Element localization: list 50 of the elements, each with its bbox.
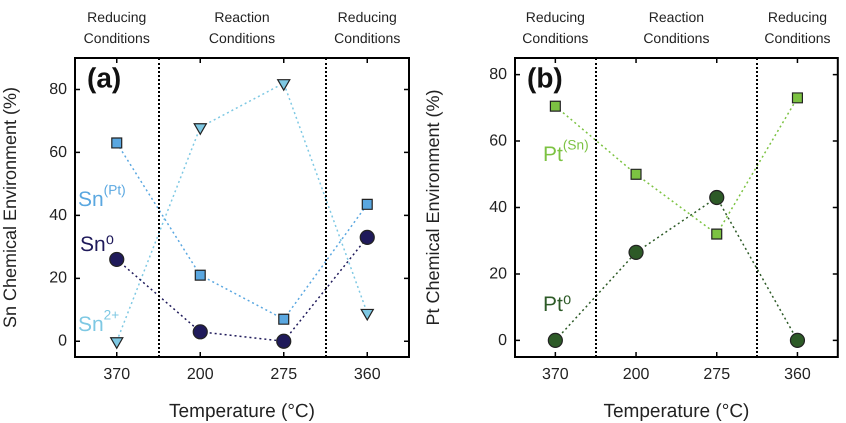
x-axis-title: Temperature (°C): [169, 400, 315, 422]
point: [550, 100, 561, 112]
point: [709, 190, 724, 206]
y-tick-label: 60: [489, 132, 508, 150]
point: [792, 92, 803, 104]
chart-title: (a): [87, 62, 122, 94]
point: [711, 228, 722, 240]
point: [628, 244, 644, 260]
point: [548, 332, 563, 348]
y-axis-title: Sn Chemical Environment (%): [0, 86, 20, 328]
x-tick-label: 275: [270, 366, 298, 384]
x-tick-label: 370: [103, 366, 130, 384]
x-tick-label: 275: [703, 366, 730, 384]
point: [194, 123, 207, 135]
point: [278, 314, 290, 325]
point: [277, 79, 290, 91]
text: Reducing Conditions: [522, 9, 588, 46]
point: [362, 198, 373, 210]
x-axis-title: Temperature (°C): [603, 400, 750, 422]
text: Reducing Conditions: [764, 9, 831, 46]
x-tick-label: 200: [186, 366, 214, 384]
y-tick-label: 60: [49, 144, 68, 161]
series-label: Pt⁰: [543, 292, 572, 316]
x-tick-label: 360: [354, 366, 381, 384]
y-tick-label: 0: [58, 332, 68, 350]
point: [360, 230, 375, 245]
y-tick-label: 0: [498, 332, 508, 349]
point: [192, 324, 208, 340]
text: Reducing Conditions: [84, 9, 150, 46]
point: [194, 270, 206, 281]
text: Reducing Conditions: [334, 9, 400, 46]
point: [276, 334, 292, 349]
y-axis-title: Pt Chemical Environment (%): [422, 89, 443, 326]
y-tick-label: 80: [489, 66, 508, 84]
text: Reaction Conditions: [208, 9, 276, 46]
x-tick-label: 200: [622, 366, 650, 384]
y-tick-label: 40: [489, 198, 508, 216]
chart-title: (b): [527, 62, 563, 94]
x-tick-label: 360: [784, 366, 811, 384]
series-label: Sn⁰: [80, 232, 114, 256]
x-tick-label: 370: [542, 366, 569, 384]
y-tick-label: 20: [49, 270, 68, 287]
point: [630, 168, 642, 180]
point: [109, 252, 124, 268]
y-tick-label: 40: [49, 206, 68, 224]
y-tick-label: 20: [489, 265, 508, 282]
point: [790, 332, 806, 348]
point: [111, 137, 122, 149]
text: Reaction Conditions: [643, 9, 710, 46]
y-tick-label: 80: [49, 80, 68, 98]
